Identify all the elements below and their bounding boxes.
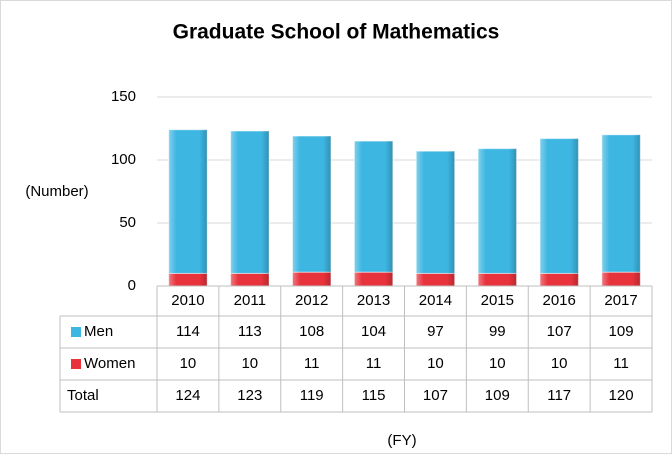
bar-shade bbox=[168, 273, 208, 286]
y-tick-label: 0 bbox=[128, 277, 136, 294]
table-value: 11 bbox=[613, 355, 629, 372]
y-tick-label: 100 bbox=[111, 151, 136, 168]
x-tick-label: 2017 bbox=[604, 292, 637, 309]
x-tick-label: 2012 bbox=[295, 292, 328, 309]
table-value: 99 bbox=[489, 323, 506, 340]
bar-shade bbox=[354, 272, 393, 286]
table-value: 10 bbox=[180, 355, 197, 372]
legend-label: Women bbox=[84, 355, 135, 372]
bar-shade bbox=[540, 138, 579, 274]
table-total: 124 bbox=[175, 387, 200, 404]
chart-title: Graduate School of Mathematics bbox=[173, 21, 500, 44]
x-tick-label: 2014 bbox=[419, 292, 452, 309]
table-value: 114 bbox=[176, 323, 200, 340]
legend-key bbox=[71, 359, 81, 369]
bar-shade bbox=[416, 151, 455, 274]
legend-label: Men bbox=[84, 323, 113, 340]
table-total: 123 bbox=[237, 387, 262, 404]
bar-shade bbox=[601, 272, 641, 286]
y-tick-label: 150 bbox=[111, 88, 136, 105]
table-value: 97 bbox=[427, 323, 444, 340]
x-tick-label: 2011 bbox=[234, 292, 266, 309]
bar-shade bbox=[416, 273, 455, 286]
x-axis-label: (FY) bbox=[387, 432, 416, 449]
table-value: 10 bbox=[427, 355, 444, 372]
table-value: 108 bbox=[299, 323, 324, 340]
table-total: 117 bbox=[547, 387, 571, 404]
table-total: 119 bbox=[300, 387, 324, 404]
x-tick-label: 2016 bbox=[543, 292, 576, 309]
bar-shade bbox=[168, 129, 208, 274]
bar-shade bbox=[478, 273, 517, 286]
table-total: 109 bbox=[485, 387, 510, 404]
bar-shade bbox=[354, 141, 393, 273]
table-value: 107 bbox=[547, 323, 572, 340]
table-value: 104 bbox=[361, 323, 386, 340]
table-total: 115 bbox=[362, 387, 386, 404]
table-row-label: Total bbox=[67, 387, 99, 404]
y-tick-label: 50 bbox=[119, 214, 136, 231]
table-value: 109 bbox=[609, 323, 634, 340]
x-tick-label: 2010 bbox=[171, 292, 204, 309]
bar-shade bbox=[478, 148, 517, 274]
table-value: 10 bbox=[489, 355, 506, 372]
y-axis-label: (Number) bbox=[25, 183, 88, 200]
x-tick-label: 2015 bbox=[481, 292, 514, 309]
bar-shade bbox=[540, 273, 579, 286]
table-total: 107 bbox=[423, 387, 448, 404]
bar-shade bbox=[230, 131, 269, 274]
bar-shade bbox=[601, 134, 641, 273]
legend-key bbox=[71, 327, 81, 337]
table-value: 11 bbox=[366, 355, 382, 372]
bar-shade bbox=[292, 272, 331, 286]
table-value: 11 bbox=[304, 355, 320, 372]
bar-shade bbox=[230, 273, 269, 286]
bar-shade bbox=[292, 136, 331, 273]
x-tick-label: 2013 bbox=[357, 292, 390, 309]
table-value: 113 bbox=[238, 323, 262, 340]
table-total: 120 bbox=[609, 387, 634, 404]
table-value: 10 bbox=[551, 355, 568, 372]
table-value: 10 bbox=[241, 355, 258, 372]
